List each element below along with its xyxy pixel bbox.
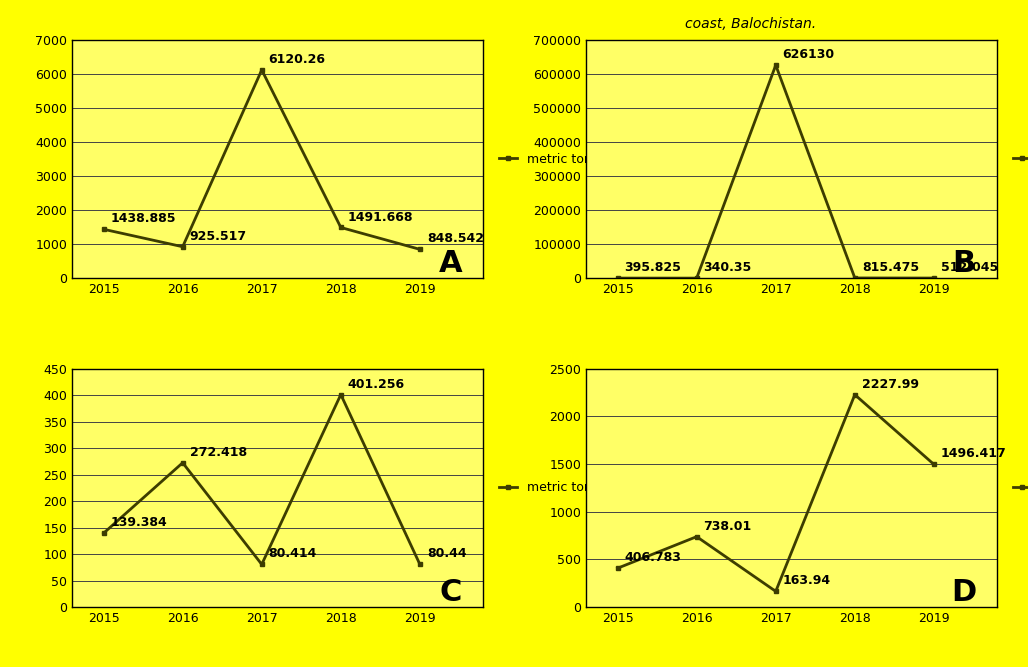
Text: A: A (439, 249, 462, 278)
Text: 80.414: 80.414 (268, 548, 317, 560)
Text: 925.517: 925.517 (189, 230, 247, 243)
Text: 406.783: 406.783 (625, 551, 682, 564)
Text: coast, Balochistan.: coast, Balochistan. (685, 17, 816, 31)
Text: 1491.668: 1491.668 (347, 211, 413, 223)
Text: 626130: 626130 (782, 48, 835, 61)
Text: 1496.417: 1496.417 (941, 448, 1006, 460)
Text: 401.256: 401.256 (347, 378, 405, 391)
Text: 738.01: 738.01 (703, 520, 751, 533)
Legend: metric tons: metric tons (1007, 476, 1028, 500)
Text: 512.045: 512.045 (941, 261, 998, 274)
Text: 815.475: 815.475 (861, 261, 919, 274)
Text: 163.94: 163.94 (782, 574, 831, 588)
Legend: metric tons: metric tons (493, 476, 603, 500)
Text: 80.44: 80.44 (427, 548, 467, 560)
Text: 2227.99: 2227.99 (861, 378, 919, 391)
Legend: metric tons: metric tons (1007, 147, 1028, 171)
Text: 139.384: 139.384 (111, 516, 168, 529)
Text: 272.418: 272.418 (189, 446, 247, 459)
Text: 340.35: 340.35 (703, 261, 751, 274)
Text: 395.825: 395.825 (625, 261, 682, 274)
Text: B: B (953, 249, 976, 278)
Legend: metric tons: metric tons (493, 147, 603, 171)
Text: C: C (439, 578, 462, 607)
Text: D: D (952, 578, 977, 607)
Text: 1438.885: 1438.885 (111, 212, 176, 225)
Text: 848.542: 848.542 (427, 232, 484, 245)
Text: 6120.26: 6120.26 (268, 53, 326, 66)
